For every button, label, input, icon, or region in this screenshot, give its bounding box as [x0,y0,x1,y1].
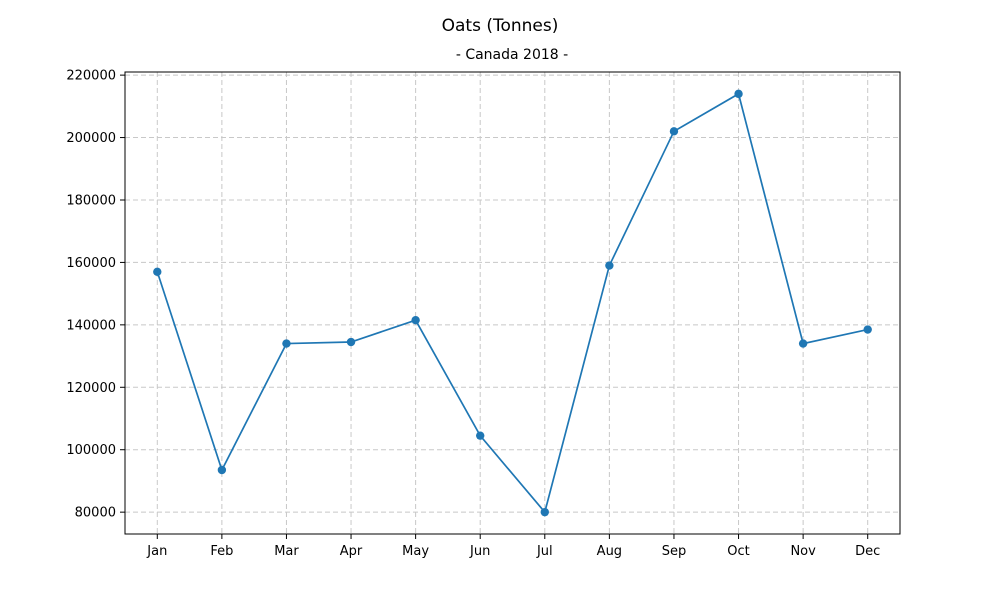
data-point [669,127,679,136]
y-tick-label: 160000 [66,256,116,271]
plot-frame [124,71,901,535]
data-point [734,89,743,99]
data-point [605,261,614,270]
data-point [798,339,808,348]
data-point [476,431,485,440]
y-tick-label: 100000 [66,443,116,458]
data-point [540,507,549,517]
data-point [411,315,420,325]
data-point [217,465,227,475]
x-tick-label: Jan [146,544,167,559]
chart-subtitle: - Canada 2018 - [456,47,568,63]
y-tick-label: 200000 [66,131,116,146]
x-tick-label: Nov [790,544,816,559]
x-tick-label: Jul [536,544,553,559]
x-tick-label: May [402,544,429,559]
y-tick-label: 180000 [66,193,116,208]
grid [125,72,900,534]
series-line [156,92,868,514]
x-tick-label: Mar [274,544,299,559]
axes: Jan Feb Mar Apr May Jun Jul Aug Sep Oct Nov Dec 8000… [66,69,901,559]
data-point [346,337,356,347]
data-point [863,325,872,334]
y-tick-label: 220000 [66,69,116,84]
y-tick-label: 120000 [66,381,116,396]
series [153,89,872,517]
x-tick-label: Jun [469,544,490,559]
data-point [282,339,291,348]
x-tick-label: Feb [210,544,233,559]
chart-title: Oats (Tonnes) [442,16,559,36]
y-tick-label: 140000 [66,318,116,333]
x-tick-label: Aug [597,544,622,559]
x-tick-label: Apr [340,544,363,559]
data-point [153,267,162,276]
x-tick-label: Dec [855,544,880,559]
x-tick-label: Oct [727,544,749,559]
y-tick-label: 80000 [75,506,116,521]
x-tick-label: Sep [662,544,687,559]
